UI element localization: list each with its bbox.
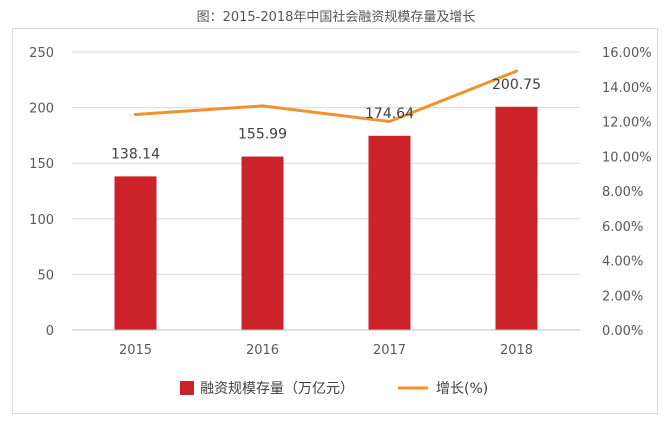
y-left-tick-label: 50 <box>37 268 54 283</box>
y-right-tick-label: 4.00% <box>602 255 643 270</box>
data-label-2015: 138.14 <box>111 146 160 162</box>
legend-bar-swatch <box>180 381 194 395</box>
bar-2016 <box>241 156 284 330</box>
y-right-tick-label: 16.00% <box>602 46 652 61</box>
y-left-tick-label: 250 <box>29 46 54 61</box>
y-right-tick-label: 0.00% <box>602 324 643 339</box>
x-tick-label: 2015 <box>119 343 152 358</box>
y-right-tick-label: 12.00% <box>602 116 652 131</box>
chart-title: 图：2015-2018年中国社会融资规模存量及增长 <box>196 10 476 25</box>
y-right-tick-label: 2.00% <box>602 289 643 304</box>
legend: 融资规模存量（万亿元） 增长(%) <box>180 381 488 397</box>
legend-line-label: 增长(%) <box>436 381 488 397</box>
legend-bar-label: 融资规模存量（万亿元） <box>200 381 354 397</box>
data-labels: 138.14 155.99 174.64 200.75 <box>111 77 541 163</box>
bar-series <box>114 106 538 331</box>
y-left-tick-label: 100 <box>29 213 54 228</box>
data-label-2016: 155.99 <box>238 127 287 143</box>
x-tick-label: 2017 <box>373 343 406 358</box>
grid-lines <box>72 51 580 275</box>
axes: 0 50 100 150 200 250 0.00% 2.00% 4.00% 6.00% 8.00%… <box>29 46 651 358</box>
y-right-tick-label: 10.00% <box>602 150 652 165</box>
y-left-tick-label: 150 <box>29 157 54 172</box>
y-right-tick-label: 14.00% <box>602 81 652 96</box>
y-right-tick-label: 8.00% <box>602 185 643 200</box>
data-label-2018: 200.75 <box>492 77 541 93</box>
data-label-2017: 174.64 <box>365 106 414 122</box>
x-tick-label: 2016 <box>246 343 279 358</box>
bar-2017 <box>368 135 411 330</box>
bar-2015 <box>114 176 157 330</box>
growth-line <box>134 69 518 123</box>
line-series <box>134 69 518 123</box>
bar-2018 <box>495 106 538 331</box>
y-left-tick-label: 200 <box>29 102 54 117</box>
x-tick-label: 2018 <box>500 343 533 358</box>
y-left-tick-label: 0 <box>46 324 54 339</box>
y-right-tick-label: 6.00% <box>602 220 643 235</box>
